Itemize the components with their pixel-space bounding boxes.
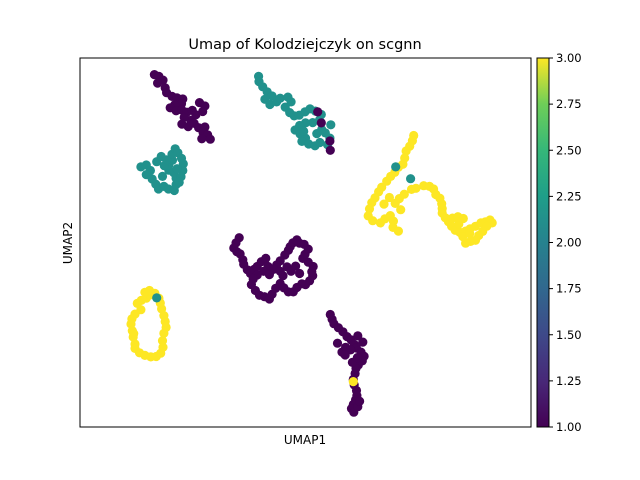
scatter-point <box>352 353 362 363</box>
scatter-point <box>391 162 401 172</box>
y-axis-label: UMAP2 <box>61 222 75 264</box>
scatter-point <box>406 174 416 184</box>
scatter-point <box>158 342 168 352</box>
colorbar-tick-label: 2.00 <box>556 236 582 250</box>
colorbar: 1.00 1.25 1.50 1.75 2.00 2.25 2.50 2.75 3.00 <box>536 51 582 434</box>
scatter-point <box>316 118 326 128</box>
scatter-point <box>198 106 208 117</box>
scatter-point <box>153 78 163 88</box>
scatter-point <box>399 189 409 199</box>
scatter-point <box>358 337 368 347</box>
colorbar-tick-label: 1.00 <box>556 420 582 434</box>
scatter-point <box>172 164 182 174</box>
scatter-point <box>157 336 168 346</box>
scatter-point <box>299 126 309 136</box>
colorbar-tick-label: 1.25 <box>556 374 582 388</box>
scatter-point <box>368 216 378 226</box>
scatter-point <box>291 261 301 271</box>
scatter-point <box>326 120 336 130</box>
scatter-point <box>384 192 394 203</box>
chart-title: Umap of Kolodziejczyk on scgnn <box>188 37 421 53</box>
scatter-point <box>308 118 318 128</box>
scatter-point <box>454 219 464 229</box>
scatter-point <box>275 266 285 276</box>
scatter-point <box>129 329 139 339</box>
scatter-point <box>325 145 335 155</box>
scatter-point <box>286 97 296 107</box>
colorbar-tick-label: 1.75 <box>556 282 582 296</box>
colorbar-tick-label: 1.50 <box>556 328 582 342</box>
scatter-point <box>174 177 184 187</box>
scatter-point <box>379 199 389 209</box>
colorbar-tick-label: 2.75 <box>556 97 582 111</box>
scatter-point <box>275 93 285 103</box>
scatter-point <box>162 155 172 165</box>
x-axis-label: UMAP1 <box>284 433 326 447</box>
scatter-point <box>264 270 274 280</box>
scatter-point <box>197 134 207 144</box>
scatter-point <box>295 268 305 279</box>
scatter-point <box>411 183 421 193</box>
colorbar-tick-label: 3.00 <box>556 51 582 65</box>
scatter-point <box>157 171 168 181</box>
scatter-point <box>364 204 375 214</box>
scatter-point <box>325 136 335 146</box>
scatter-point <box>355 396 365 406</box>
scatter-points <box>126 70 497 417</box>
scatter-point <box>140 287 150 297</box>
scatter-point <box>178 159 188 169</box>
scatter-point <box>332 338 343 348</box>
scatter-point <box>401 146 411 156</box>
scatter-point <box>348 377 358 387</box>
colorbar-ticks: 1.00 1.25 1.50 1.75 2.00 2.25 2.50 2.75 3.00 <box>549 51 582 434</box>
colorbar-gradient <box>536 57 550 428</box>
scatter-point <box>353 331 363 341</box>
scatter-point <box>465 229 475 239</box>
scatter-point <box>313 107 323 117</box>
scatter-point <box>152 293 162 303</box>
colorbar-tick-label: 2.50 <box>556 143 582 157</box>
scatter-point <box>396 205 406 215</box>
scatter-point <box>312 129 322 139</box>
colorbar-tick-label: 2.25 <box>556 189 582 203</box>
scatter-point <box>340 350 350 360</box>
scatter-point <box>393 226 403 236</box>
scatter-point <box>261 253 271 263</box>
scatter-point <box>315 137 325 148</box>
scatter-point <box>205 134 215 144</box>
